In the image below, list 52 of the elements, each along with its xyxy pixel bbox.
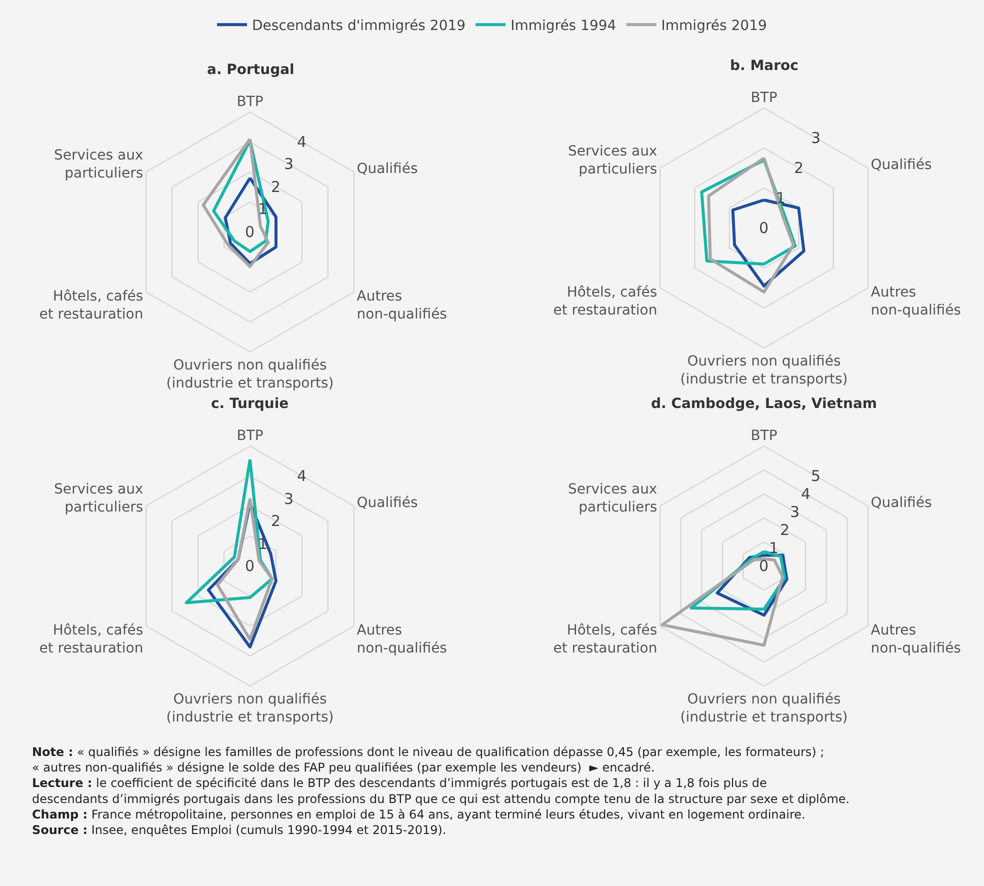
spoke-label: Qualifiés: [870, 157, 932, 174]
y-tick-label: 2: [271, 178, 281, 196]
spoke-label: BTP: [236, 94, 264, 110]
y-tick-label: 1: [769, 539, 779, 557]
y-tick-label: 0: [245, 223, 255, 241]
y-tick-label: 2: [780, 521, 790, 539]
spoke-label: Services aux particuliers: [54, 148, 144, 182]
spoke-label: Autres non-qualifiés: [356, 622, 447, 657]
source-note: Source : Insee, enquêtes Emploi (cumuls 1990-1994 et 2015-2019).: [32, 823, 446, 837]
spoke-label: BTP: [750, 428, 778, 444]
y-tick-label: 0: [245, 557, 255, 575]
y-tick-label: 5: [811, 467, 821, 485]
chart-title: c. Turquie: [211, 396, 289, 412]
spoke-label: Autres non-qualifiés: [356, 288, 447, 323]
legend-label: Descendants d'immigrés 2019: [252, 18, 466, 34]
spoke-label: BTP: [750, 90, 778, 106]
y-tick-label: 4: [297, 467, 307, 485]
spoke-label: Qualifiés: [356, 495, 418, 512]
spoke-label: Services aux particuliers: [568, 482, 658, 516]
spoke-label: Qualifiés: [356, 161, 418, 178]
spoke-label: Services aux particuliers: [54, 482, 144, 516]
spoke-label: Ouvriers non qualifiés (industrie et transports): [680, 691, 848, 726]
spoke-label: Hôtels, cafés et restauration: [39, 622, 144, 657]
y-tick-label: 3: [284, 490, 294, 508]
spoke-label: Hôtels, cafés et restauration: [39, 288, 144, 323]
chart-title: b. Maroc: [730, 58, 798, 74]
chart-title: d. Cambodge, Laos, Vietnam: [651, 396, 877, 412]
y-tick-label: 3: [811, 129, 821, 147]
spoke-label: Qualifiés: [870, 495, 932, 512]
y-tick-label: 2: [271, 512, 281, 530]
spoke-label: Services aux particuliers: [568, 144, 658, 178]
spoke-label: Ouvriers non qualifiés (industrie et transports): [166, 691, 334, 726]
y-tick-label: 4: [297, 133, 307, 151]
text: Lecture : le coefficient de spécificité dans le BTP des descendants d’immigrés portugais est de 1,8 : il y a 1,8 fois plus de descendants d’immigrés portugais dans les professions du BTP que ce qui est attendu compte tenu de la structure par sexe et diplôme.: [32, 776, 850, 806]
y-tick-label: 4: [801, 485, 811, 503]
legend-label: Immigrés 2019: [661, 18, 767, 34]
text: Champ : France métropolitaine, personnes en emploi de 15 à 64 ans, ayant terminé leurs études, vivant en logement ordinaire.: [32, 807, 806, 822]
spoke-label: Autres non-qualifiés: [870, 284, 961, 319]
spoke-label: Ouvriers non qualifiés (industrie et transports): [680, 353, 848, 388]
spoke-label: Hôtels, cafés et restauration: [553, 284, 658, 319]
y-tick-label: 3: [790, 503, 800, 521]
legend-label: Immigrés 1994: [510, 18, 616, 34]
spoke-label: Ouvriers non qualifiés (industrie et transports): [166, 357, 334, 392]
text: Note : « qualifiés » désigne les familles de professions dont le niveau de qualification dépasse 0,45 (par exemple, les formateurs) ; « autres non-qualifiés » désigne le solde des FAP peu qualifiées (par exemple les vendeurs) ► encadré.: [32, 745, 824, 775]
y-tick-label: 2: [794, 159, 804, 177]
y-tick-label: 0: [759, 219, 769, 237]
text: a. Portugal: [207, 62, 294, 78]
y-tick-label: 3: [284, 155, 294, 173]
spoke-label: Hôtels, cafés et restauration: [553, 622, 658, 657]
spoke-label: Autres non-qualifiés: [870, 622, 961, 657]
spoke-label: BTP: [236, 428, 264, 444]
y-tick-label: 0: [759, 557, 769, 575]
